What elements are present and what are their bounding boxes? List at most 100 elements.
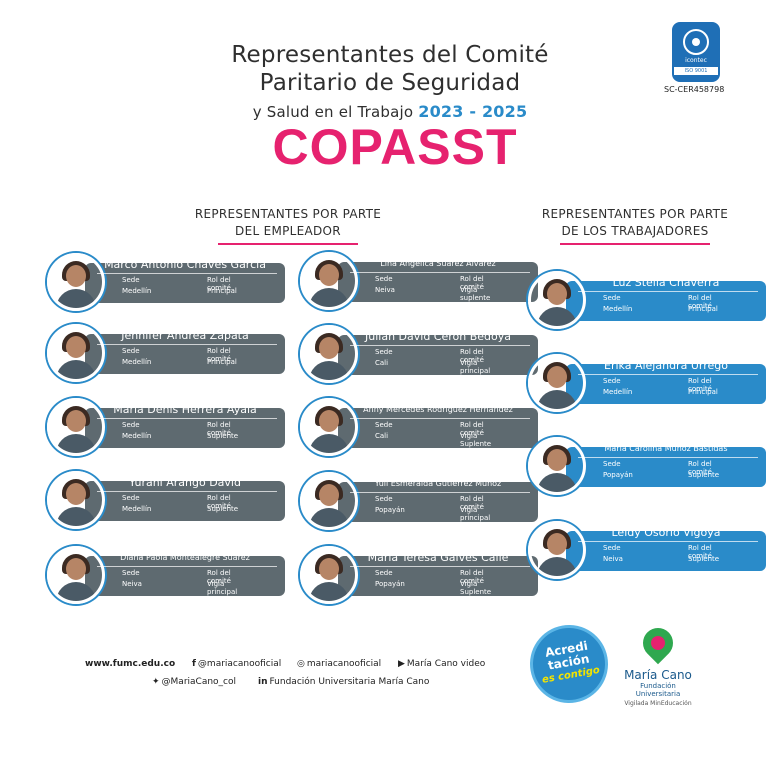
youtube-icon: ▶ — [398, 659, 405, 669]
avatar-face — [66, 410, 86, 432]
footer-facebook[interactable]: f @mariacanooficial — [192, 659, 281, 669]
rol-label: Rol del comité — [460, 421, 484, 437]
avatar-body — [309, 434, 349, 453]
rol-label: Rol del comité — [460, 275, 484, 291]
logo-vigilada: Vigilada MinEducación — [624, 700, 692, 707]
card-background — [85, 263, 285, 303]
avatar-body — [309, 508, 349, 527]
rol-value: Vigía Suplente — [460, 432, 492, 448]
avatar-body — [56, 582, 96, 601]
rol-value: Principal — [207, 287, 237, 295]
avatar-body — [56, 289, 96, 308]
worker-title-line1: REPRESENTANTES POR PARTE — [541, 207, 729, 221]
avatar-body — [309, 582, 349, 601]
twitter-handle[interactable]: @MariaCano_col — [161, 677, 237, 687]
maria-cano-logo: María Cano Fundación Universitaria Vigil… — [620, 621, 696, 707]
name-divider — [350, 566, 530, 567]
sede-label: Sede — [603, 544, 621, 552]
rol-label: Rol del comité — [688, 294, 712, 310]
avatar-face — [66, 265, 86, 287]
card-background — [85, 408, 285, 448]
sede-label: Sede — [375, 569, 393, 577]
card-background — [338, 408, 538, 448]
name-divider — [97, 344, 277, 345]
rol-label: Rol del comité — [207, 347, 231, 363]
avatar-face — [547, 366, 567, 388]
avatar-face — [319, 410, 339, 432]
sede-value: Medellín — [603, 388, 633, 396]
rol-value: Principal — [688, 305, 718, 313]
avatar — [300, 546, 358, 604]
page-title: COPASST — [272, 119, 518, 175]
rol-label: Rol del comité — [688, 460, 712, 476]
logo-name: María Cano — [624, 668, 692, 682]
rol-label: Rol del comité — [460, 348, 484, 364]
person-name: Yuli Esmeralda Gutiérrez Muñoz — [374, 479, 502, 488]
instagram-handle[interactable]: mariacanooficial — [306, 659, 382, 669]
footer-linkedin[interactable]: in Fundación Universitaria María Cano — [258, 677, 429, 687]
maria-cano-logo-icon — [636, 621, 680, 665]
avatar — [47, 398, 105, 456]
sede-value: Popayán — [375, 580, 405, 588]
rol-value: Vigía suplente — [460, 286, 491, 302]
rol-label: Rol del comité — [460, 495, 484, 511]
card-background — [338, 556, 538, 596]
sede-label: Sede — [122, 569, 140, 577]
sede-label: Sede — [375, 421, 393, 429]
avatar — [300, 252, 358, 310]
cert-brand: icontec — [685, 57, 707, 64]
name-divider — [350, 492, 530, 493]
sede-label: Sede — [122, 347, 140, 355]
person-name: Lina Angélica Suárez Álvarez — [380, 259, 496, 268]
website-link[interactable]: www.fumc.edu.co — [85, 659, 176, 669]
title-line-1: Representantes del Comité — [231, 42, 549, 68]
rol-value: Principal — [207, 358, 237, 366]
sede-label: Sede — [603, 377, 621, 385]
rol-label: Rol del comité — [688, 377, 712, 393]
sede-label: Sede — [375, 348, 393, 356]
rol-label: Rol del comité — [207, 569, 231, 585]
youtube-handle[interactable]: María Cano video — [406, 659, 486, 669]
card-background — [566, 447, 766, 487]
facebook-handle[interactable]: @mariacanooficial — [197, 659, 282, 669]
rol-label: Rol del comité — [207, 494, 231, 510]
avatar — [300, 325, 358, 383]
person-name: Diana Paola Montealegre Suárez — [120, 553, 250, 562]
sede-value: Medellín — [122, 358, 152, 366]
name-divider — [350, 272, 530, 273]
avatar — [528, 437, 586, 495]
avatar — [300, 472, 358, 530]
rol-label: Rol del comité — [207, 421, 231, 437]
rol-value: Vigía Suplente — [460, 580, 492, 596]
avatar-face — [319, 484, 339, 506]
avatar-body — [309, 361, 349, 380]
sede-label: Sede — [122, 276, 140, 284]
footer-instagram[interactable]: ◎ mariacanooficial — [297, 659, 381, 669]
avatar — [300, 398, 358, 456]
name-divider — [578, 291, 758, 292]
avatar — [47, 546, 105, 604]
avatar-body — [537, 390, 577, 409]
sede-value: Medellín — [122, 505, 152, 513]
person-name: Jennifer Andrea Zapata — [121, 329, 249, 342]
footer-youtube[interactable]: ▶ María Cano video — [398, 659, 485, 669]
sede-label: Sede — [122, 494, 140, 502]
sede-label: Sede — [122, 421, 140, 429]
person-name: María Denis Herrera Ayala — [113, 403, 257, 416]
avatar — [528, 521, 586, 579]
rol-value: Vigía principal — [460, 506, 491, 522]
footer-twitter[interactable]: ✦ @MariaCano_col — [152, 677, 236, 687]
avatar-body — [537, 473, 577, 492]
card-background — [85, 481, 285, 521]
title-line-2: Paritario de Seguridad — [259, 70, 521, 96]
name-divider — [97, 491, 277, 492]
avatar-face — [547, 283, 567, 305]
rol-value: Vigía principal — [207, 580, 238, 596]
sede-value: Cali — [375, 432, 389, 440]
avatar-face — [66, 558, 86, 580]
footer-website[interactable]: www.fumc.edu.co — [85, 659, 175, 669]
linkedin-icon: in — [258, 677, 268, 687]
avatar — [528, 271, 586, 329]
linkedin-handle[interactable]: Fundación Universitaria María Cano — [269, 677, 430, 687]
card-background — [566, 364, 766, 404]
